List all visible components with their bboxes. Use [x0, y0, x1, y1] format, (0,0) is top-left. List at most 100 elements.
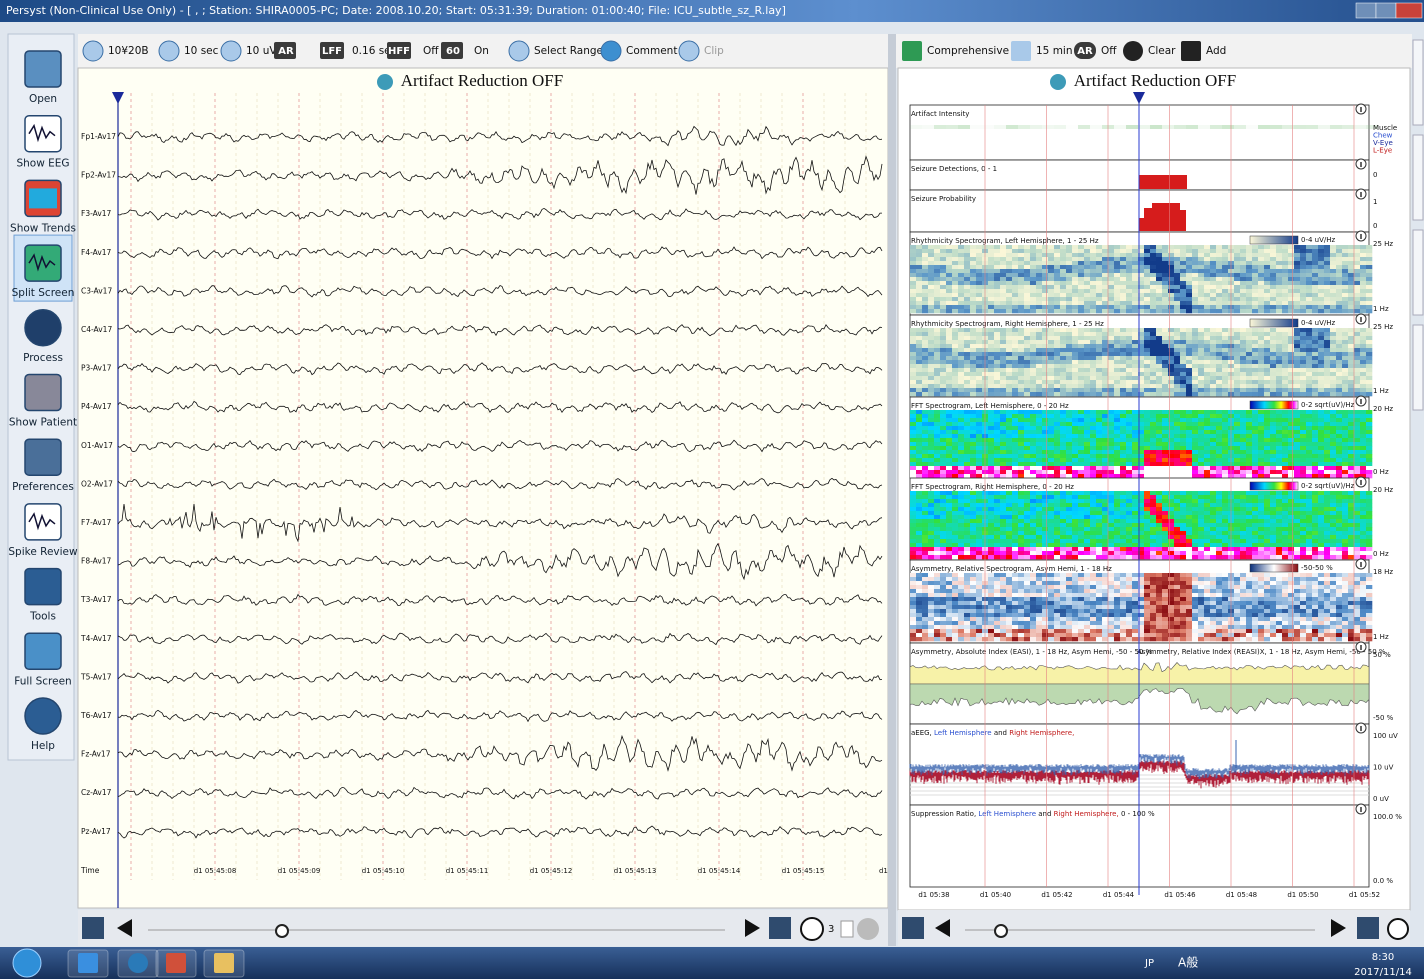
toolbar-label[interactable]: 15 min	[1036, 45, 1073, 57]
sidebar-button[interactable]	[24, 50, 62, 88]
toolbar-icon[interactable]	[82, 40, 104, 62]
toolbar-toggle[interactable]	[1074, 42, 1096, 59]
spectrogram-cell	[964, 422, 971, 427]
spectrogram-cell	[1216, 438, 1223, 443]
sidebar-button[interactable]	[24, 697, 62, 735]
spectrogram-cell	[1060, 466, 1067, 471]
spectrogram-cell	[1288, 297, 1295, 302]
toolbar-icon[interactable]	[508, 40, 530, 62]
spectrogram-cell	[1234, 352, 1241, 357]
maximize-button[interactable]	[1375, 2, 1397, 19]
spectrogram-cell	[1222, 281, 1229, 286]
spectrogram-cell	[958, 466, 965, 471]
toolbar-label[interactable]: Off	[423, 45, 439, 57]
spectrogram-cell	[1006, 384, 1013, 389]
spectrogram-cell	[1204, 344, 1211, 349]
spectrogram-cell	[1024, 491, 1031, 496]
sidebar-button[interactable]	[24, 438, 62, 476]
toolbar-label[interactable]: Select Range	[534, 45, 603, 57]
toolbar-toggle[interactable]	[387, 42, 411, 59]
spectrogram-cell	[1216, 454, 1223, 459]
spectrogram-cell	[946, 372, 953, 377]
toolbar-icon[interactable]	[678, 40, 700, 62]
spectrogram-cell	[1216, 507, 1223, 512]
spectrogram-cell	[1036, 426, 1043, 431]
sidebar-button[interactable]	[24, 632, 62, 671]
spectrogram-cell	[1012, 265, 1019, 270]
toolbar-icon[interactable]	[220, 40, 242, 62]
spectrogram-cell	[940, 466, 947, 471]
nav-next[interactable]	[745, 919, 760, 937]
spectrogram-cell	[1030, 519, 1037, 524]
spectrogram-cell	[1288, 364, 1295, 369]
toolbar-label[interactable]: On	[474, 45, 489, 57]
spectrogram-cell	[916, 332, 923, 337]
spectrogram-cell	[1150, 491, 1157, 496]
toolbar-toggle[interactable]	[320, 42, 344, 59]
spectrogram-cell	[1054, 446, 1061, 451]
spectrogram-cell	[1024, 499, 1031, 504]
toolbar-label[interactable]: 10 uV	[246, 45, 277, 57]
close-button[interactable]	[1395, 2, 1423, 19]
spectrogram-cell	[1186, 309, 1193, 314]
spectrogram-cell	[922, 245, 929, 250]
sidebar-button[interactable]	[24, 503, 62, 541]
spectrogram-cell	[1366, 305, 1373, 310]
toolbar-icon[interactable]	[1011, 41, 1031, 61]
spectrogram-cell	[1126, 245, 1133, 250]
spectrogram-cell	[1318, 265, 1325, 270]
sidebar-button[interactable]	[24, 114, 62, 153]
artifact-band	[1126, 125, 1138, 129]
spectrogram-cell	[1180, 458, 1187, 463]
toolbar-toggle[interactable]	[441, 42, 463, 59]
spectrogram-cell	[1072, 422, 1079, 427]
toolbar-label[interactable]: 10 sec	[184, 45, 219, 57]
sidebar-button[interactable]	[24, 567, 62, 606]
nav-play[interactable]	[800, 917, 824, 941]
toolbar-icon[interactable]	[158, 40, 180, 62]
spectrogram-cell	[1000, 495, 1007, 500]
spectrogram-cell	[1330, 352, 1337, 357]
spectrogram-cell	[1018, 438, 1025, 443]
spectrogram-cell	[1000, 265, 1007, 270]
toolbar-label[interactable]: 10¥20B	[108, 45, 149, 57]
nav-first[interactable]	[82, 917, 104, 939]
sidebar-button[interactable]	[24, 244, 62, 282]
toolbar-label[interactable]: 0.16 sec	[352, 45, 397, 57]
nav-last[interactable]	[769, 917, 791, 939]
spectrogram-cell	[1144, 410, 1151, 415]
spectrogram-cell	[1264, 430, 1271, 435]
spectrogram-cell	[1258, 340, 1265, 345]
panel-scale-label: 0	[1373, 222, 1377, 230]
spectrogram-cell	[970, 430, 977, 435]
toolbar-label[interactable]: Comment	[626, 45, 677, 57]
sidebar-button[interactable]	[24, 373, 62, 412]
nav-slider-knob[interactable]	[275, 924, 289, 938]
toolbar-toggle[interactable]	[274, 42, 296, 59]
spectrogram-cell	[1060, 474, 1067, 479]
toolbar-label[interactable]: Clip	[704, 45, 724, 57]
toolbar-icon[interactable]	[600, 40, 622, 62]
spectrogram-cell	[1102, 245, 1109, 250]
nav-prev[interactable]	[117, 919, 132, 937]
spectrogram-cell	[1216, 372, 1223, 377]
toolbar-label[interactable]: Clear	[1148, 45, 1176, 57]
nav-dropdown[interactable]	[840, 920, 854, 938]
toolbar-icon[interactable]	[1123, 41, 1143, 61]
spectrogram-cell	[1138, 269, 1145, 274]
toolbar-label[interactable]: Off	[1101, 45, 1117, 57]
sidebar-button[interactable]	[24, 309, 62, 347]
minimize-button[interactable]	[1355, 2, 1377, 19]
spectrogram-cell	[1042, 281, 1049, 286]
spectrogram-cell	[1060, 336, 1067, 341]
spectrogram-cell	[1162, 360, 1169, 365]
sidebar-label: Open	[29, 93, 57, 105]
spectrogram-cell	[1018, 277, 1025, 282]
spectrogram-cell	[1012, 474, 1019, 479]
toolbar-icon[interactable]	[902, 41, 922, 61]
spectrogram-cell	[952, 430, 959, 435]
toolbar-label[interactable]: Comprehensive	[927, 45, 1009, 57]
toolbar-icon[interactable]	[1181, 41, 1201, 61]
spectrogram-cell	[976, 507, 983, 512]
toolbar-label[interactable]: Add	[1206, 45, 1226, 57]
